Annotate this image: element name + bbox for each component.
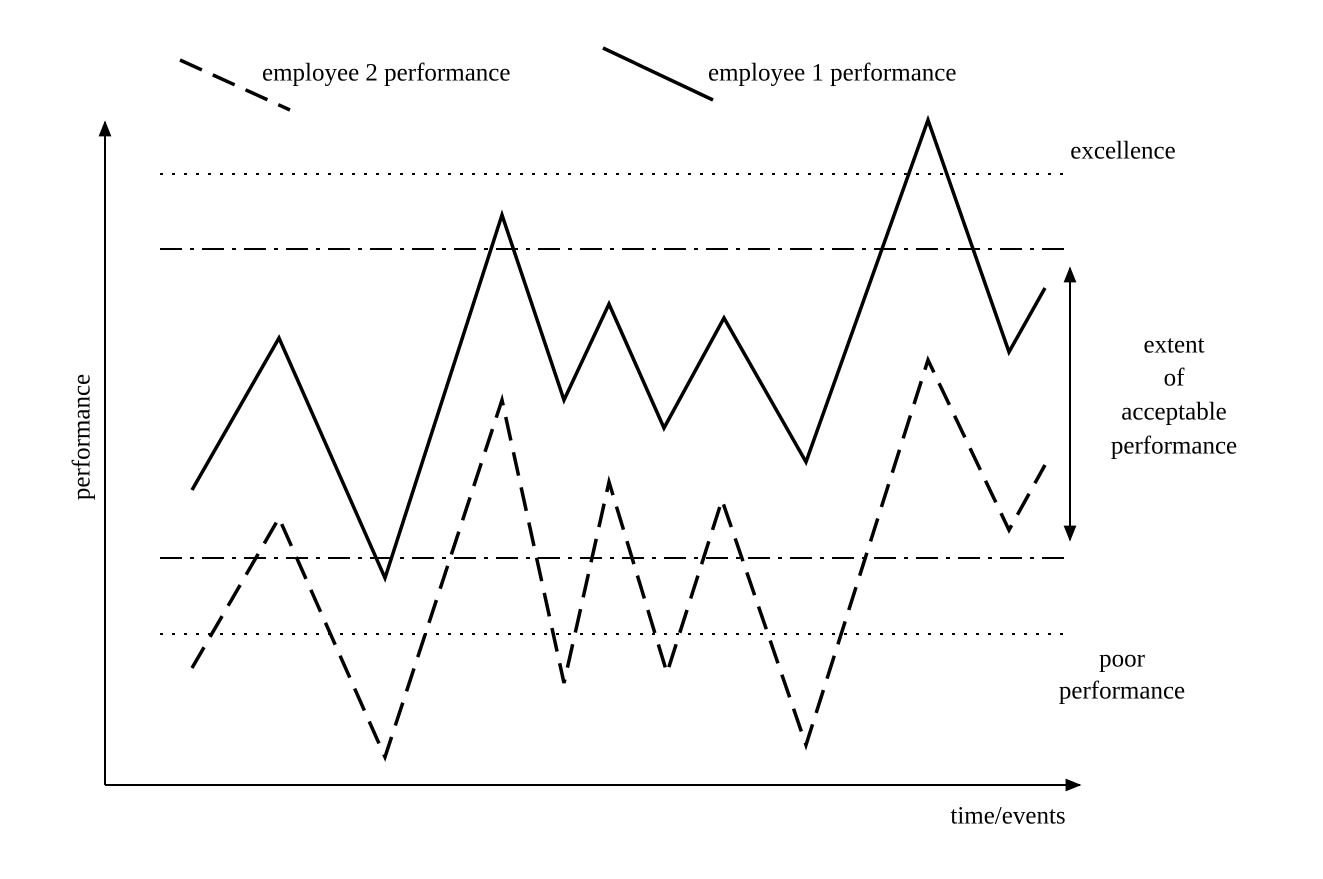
annotation: poor [1099,646,1146,673]
legend-solid [602,46,714,102]
annotation: excellence [1070,138,1175,165]
annotation: performance [1111,433,1237,460]
annotation: extent [1143,332,1204,359]
annotation: of [1164,365,1186,392]
legend-label: employee 2 performance [262,60,511,87]
legend-label: employee 1 performance [708,60,957,87]
employee-2-line [190,355,1047,762]
employee-1-line [190,114,1047,583]
annotation: performance [1059,678,1185,705]
legend-dashed [179,58,291,112]
y-axis-label: performance [69,374,96,500]
x-axis-label: time/events [950,803,1065,830]
annotation: acceptable [1121,399,1226,426]
